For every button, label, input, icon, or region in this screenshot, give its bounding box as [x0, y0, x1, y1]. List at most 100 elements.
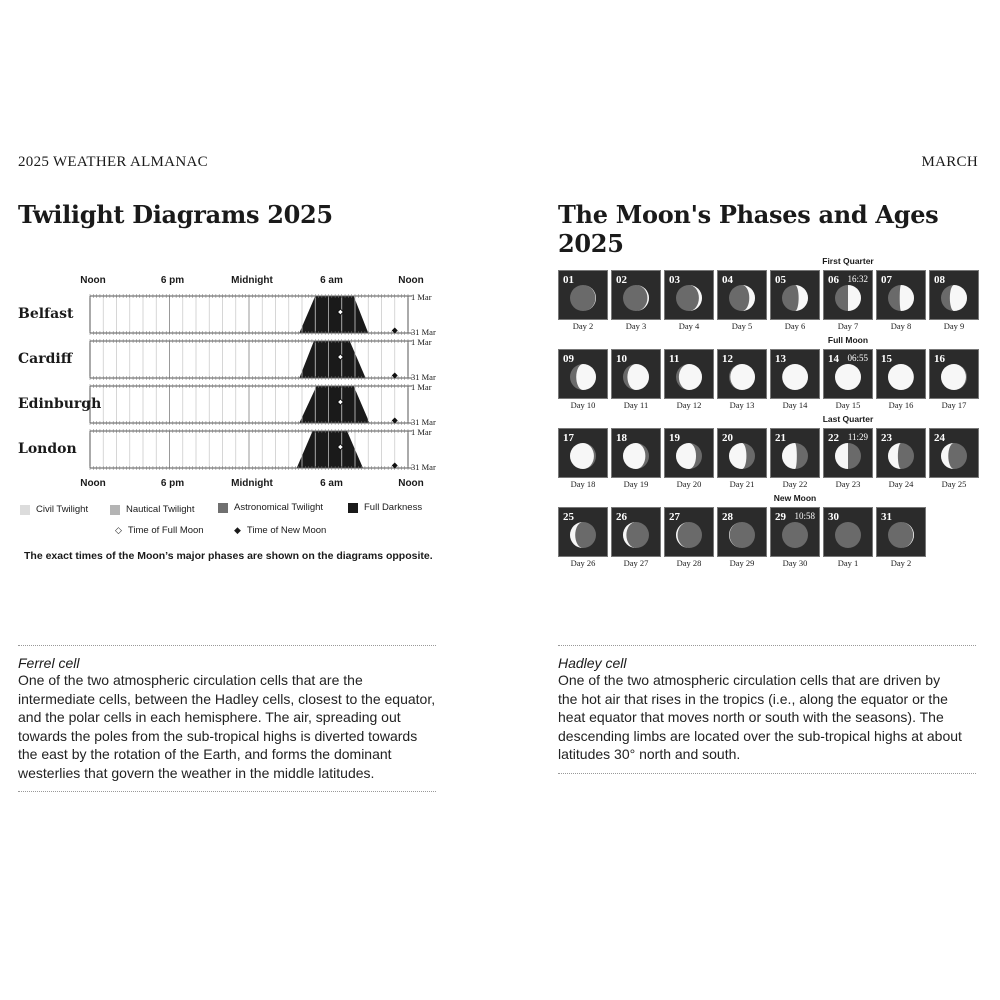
phase-time: 16:32 [847, 274, 868, 284]
moon-lit-portion [570, 443, 594, 469]
moon-disc [623, 522, 649, 548]
running-header-right: MARCH [921, 154, 978, 170]
date-label-bottom: 31 Mar [411, 462, 436, 472]
definition-line: westerlies that govern the weather in th… [18, 764, 375, 781]
moon-date: 26 [616, 511, 627, 523]
moon-age: Day 27 [623, 558, 649, 568]
glossary-definition: One of the two atmospheric circulation c… [558, 671, 998, 764]
moon-date: 10 [616, 353, 627, 365]
full-moon-marker [336, 308, 345, 316]
city-twilight-row [89, 429, 412, 470]
moon-day-cell: 17 [558, 428, 608, 478]
moon-date: 16 [934, 353, 945, 365]
date-label-bottom: 31 Mar [411, 372, 436, 382]
moon-day-cell: 01 [558, 270, 608, 320]
definition-line: One of the two atmospheric circulation c… [558, 672, 941, 688]
moon-phase-icon [835, 522, 861, 548]
moon-phase-icon [941, 364, 967, 390]
moon-phase-icon [888, 443, 914, 469]
moon-age: Day 30 [782, 558, 808, 568]
moon-day-cell: 23 [876, 428, 926, 478]
moon-date: 07 [881, 274, 892, 286]
filled-diamond-icon: ◆ [234, 525, 241, 535]
moon-lit-portion [676, 443, 697, 469]
moon-phase-icon [676, 285, 702, 311]
moon-phase-icon [623, 285, 649, 311]
date-label-top: 1 Mar [411, 292, 432, 302]
phase-time: 10:58 [794, 511, 815, 521]
time-label-top: Midnight [231, 275, 273, 286]
moon-date: 30 [828, 511, 839, 523]
moon-lit-portion [899, 285, 914, 311]
moon-day-cell: 06 16:32 [823, 270, 873, 320]
moon-lit-portion [689, 285, 702, 311]
city-label: Cardiff [18, 351, 73, 367]
moon-day-cell: 02 [611, 270, 661, 320]
moon-disc [676, 522, 702, 548]
moon-date: 04 [722, 274, 733, 286]
date-label-bottom: 31 Mar [411, 327, 436, 337]
moon-phase-icon [888, 285, 914, 311]
moon-day-cell: 16 [929, 349, 979, 399]
legend-label: Astronomical Twilight [234, 502, 324, 513]
moon-date: 02 [616, 274, 627, 286]
glossary-hadley-cell: Hadley cell One of the two atmospheric c… [558, 655, 998, 764]
moon-date: 03 [669, 274, 680, 286]
moon-lit-portion [623, 522, 636, 548]
moon-date: 13 [775, 353, 786, 365]
legend-full-moon: ◇ Time of Full Moon [115, 525, 204, 536]
moon-age: Day 23 [835, 479, 861, 489]
moon-age: Day 14 [782, 400, 808, 410]
moon-date: 17 [563, 432, 574, 444]
moon-day-cell: 08 [929, 270, 979, 320]
moon-lit-portion [576, 364, 596, 390]
twilight-caption: The exact times of the Moon’s major phas… [24, 550, 433, 562]
moon-age: Day 4 [678, 321, 700, 331]
full-darkness-band [299, 341, 366, 378]
definition-line: descending limbs are located over the su… [558, 727, 962, 744]
time-label-top: 6 am [320, 275, 343, 286]
moon-phase-icon [623, 522, 649, 548]
definition-line: the east by the rotation of the Earth, a… [18, 746, 392, 762]
moon-age: Day 2 [890, 558, 912, 568]
moon-lit-portion [782, 443, 797, 469]
moon-phase-icon [676, 522, 702, 548]
moon-day-cell: 19 [664, 428, 714, 478]
moon-day-cell: 09 [558, 349, 608, 399]
moon-age: Day 21 [729, 479, 755, 489]
phase-time: 06:55 [847, 353, 868, 363]
moon-disc [570, 285, 596, 311]
moon-date: 23 [881, 432, 892, 444]
date-label-bottom: 31 Mar [411, 417, 436, 427]
phase-label: First Quarter [822, 256, 874, 266]
city-twilight-row [89, 384, 412, 425]
moon-lit-portion [678, 364, 702, 390]
legend-label: Full Darkness [364, 502, 423, 513]
phase-label: New Moon [773, 493, 817, 503]
moon-phase-icon [676, 443, 702, 469]
definition-line: and the polar cells in each hemisphere. … [18, 709, 401, 725]
moon-lit-portion [941, 443, 954, 469]
time-label-bottom: 6 am [320, 478, 343, 489]
moon-disc [835, 522, 861, 548]
moon-phase-icon [676, 364, 702, 390]
moon-disc [782, 522, 808, 548]
moon-age: Day 5 [731, 321, 753, 331]
time-label-bottom: 6 pm [160, 478, 185, 489]
city-label: Edinburgh [18, 396, 102, 412]
moon-age: Day 6 [784, 321, 806, 331]
legend-label: Civil Twilight [36, 504, 89, 515]
moon-date: 01 [563, 274, 574, 286]
moon-date: 12 [722, 353, 733, 365]
time-label-bottom: Midnight [231, 478, 273, 489]
divider [558, 773, 976, 774]
legend-new-moon: ◆ Time of New Moon [234, 525, 326, 536]
date-label-top: 1 Mar [411, 337, 432, 347]
moon-phase-icon [888, 522, 914, 548]
date-label-top: 1 Mar [411, 382, 432, 392]
moon-disc [570, 522, 596, 548]
time-label-top: Noon [80, 275, 106, 286]
moon-day-cell: 20 [717, 428, 767, 478]
moon-phase-icon [941, 443, 967, 469]
moon-date: 20 [722, 432, 733, 444]
